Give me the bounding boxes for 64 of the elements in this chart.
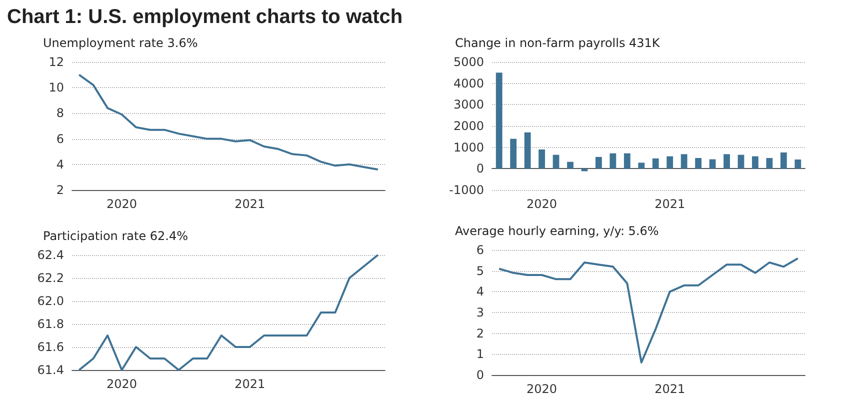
y-tick-label: 3 (476, 306, 484, 320)
bar (510, 138, 517, 169)
line-series (78, 74, 379, 171)
y-tick-label: 2000 (453, 119, 484, 133)
x-tick-label: 2021 (654, 197, 686, 211)
y-tick-label: 10 (48, 80, 64, 95)
y-tick-label: 2 (476, 326, 484, 340)
x-tick-label: 2021 (234, 377, 266, 391)
line-series (498, 257, 799, 364)
y-tick-label: 4 (476, 284, 484, 299)
bar (680, 154, 688, 169)
bar (552, 154, 560, 169)
bar (666, 156, 674, 169)
y-tick-label: 62.4 (37, 248, 64, 262)
bar (652, 158, 659, 169)
y-tick-label: 0 (476, 162, 484, 176)
y-tick-label: 4 (56, 157, 64, 172)
bar (738, 154, 744, 169)
bar (724, 154, 730, 169)
bar (624, 153, 630, 169)
bar (524, 132, 531, 169)
bar (766, 158, 773, 169)
y-tick-label: 1 (476, 347, 484, 362)
chart-subtitle: Average hourly earning, y/y: 5.6% (455, 224, 659, 238)
y-tick-label: -1000 (449, 183, 484, 197)
bar (794, 159, 802, 169)
y-tick-label: 5000 (453, 55, 484, 69)
y-tick-label: 6 (56, 132, 64, 146)
bar (538, 149, 545, 169)
y-tick-label: 62.0 (37, 294, 64, 308)
y-tick-label: 12 (48, 55, 64, 69)
bar (780, 152, 787, 169)
bar (496, 72, 502, 169)
y-tick-label: 5 (476, 264, 484, 278)
bar (695, 158, 702, 169)
y-tick-label: 8 (56, 106, 64, 120)
bar (752, 156, 758, 169)
x-tick-label: 2021 (654, 382, 686, 396)
x-tick-label: 2020 (106, 377, 138, 391)
x-tick-label: 2020 (106, 197, 138, 211)
bar (567, 162, 574, 169)
y-tick-label: 61.6 (37, 340, 64, 354)
y-tick-label: 4000 (453, 76, 484, 90)
y-tick-label: 0 (476, 368, 484, 382)
bar (596, 156, 602, 169)
chart-subtitle: Unemployment rate 3.6% (43, 36, 198, 50)
x-tick-label: 2021 (234, 197, 266, 211)
bar (581, 168, 588, 172)
y-tick-label: 6 (476, 243, 484, 257)
bar (638, 162, 645, 169)
y-tick-label: 1000 (453, 140, 484, 154)
chart-subtitle: Participation rate 62.4% (43, 229, 188, 243)
x-tick-label: 2020 (526, 197, 558, 211)
x-tick-label: 2020 (526, 382, 558, 396)
y-tick-label: 3000 (453, 98, 484, 112)
bar (610, 153, 616, 169)
chart-title: Chart 1: U.S. employment charts to watch (7, 6, 403, 28)
line-series (78, 254, 379, 371)
chart-subtitle: Change in non-farm payrolls 431K (455, 36, 661, 50)
y-tick-label: 61.4 (37, 363, 64, 377)
bar (709, 159, 716, 169)
y-tick-label: 2 (56, 183, 64, 197)
y-tick-label: 61.8 (37, 317, 64, 331)
y-tick-label: 62.2 (37, 271, 64, 285)
